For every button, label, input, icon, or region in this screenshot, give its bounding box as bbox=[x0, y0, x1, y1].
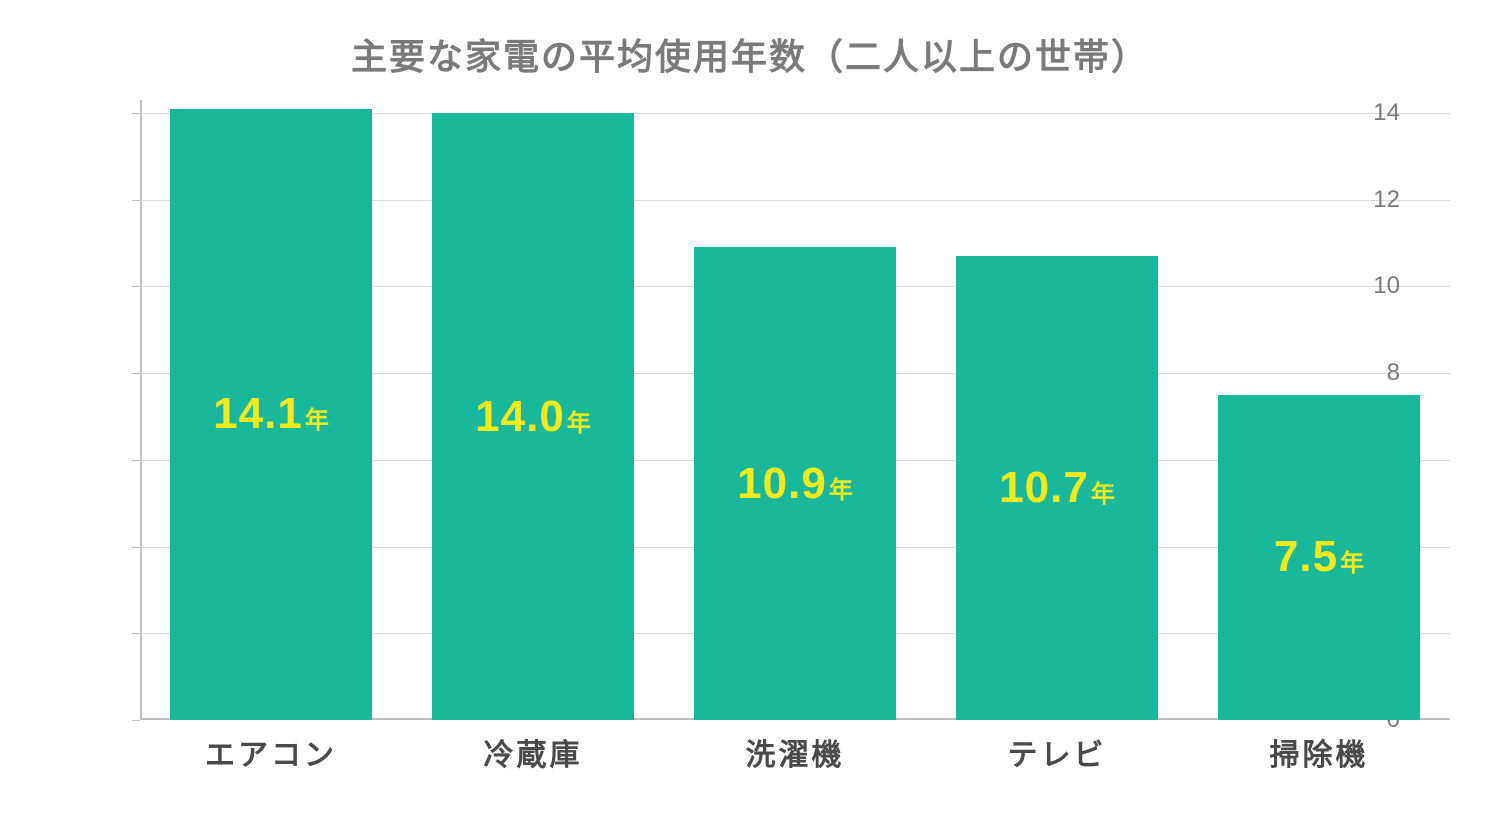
x-tick-label: テレビ bbox=[926, 730, 1188, 774]
bar-value-number: 14.1 bbox=[213, 389, 303, 439]
y-tick-mark bbox=[132, 460, 140, 461]
bar: 7.5年 bbox=[1218, 395, 1420, 720]
bar-slot: 10.7年 bbox=[926, 100, 1188, 720]
y-tick-mark bbox=[132, 286, 140, 287]
bar: 10.7年 bbox=[956, 256, 1158, 720]
bar: 14.0年 bbox=[432, 113, 634, 720]
chart-title: 主要な家電の平均使用年数（二人以上の世帯） bbox=[0, 28, 1500, 80]
x-axis: エアコン冷蔵庫洗濯機テレビ掃除機 bbox=[140, 730, 1450, 774]
x-tick-label: 掃除機 bbox=[1188, 730, 1450, 774]
bar-value-label: 7.5年 bbox=[1274, 532, 1364, 582]
bar-value-number: 10.9 bbox=[737, 459, 827, 509]
y-tick-mark bbox=[132, 547, 140, 548]
x-tick-label: 冷蔵庫 bbox=[402, 730, 664, 774]
bar-value-unit: 年 bbox=[567, 403, 591, 438]
bar-value-label: 14.1年 bbox=[213, 389, 329, 439]
x-tick-label: 洗濯機 bbox=[664, 730, 926, 774]
plot-area: 02468101214 14.1年14.0年10.9年10.7年7.5年 bbox=[140, 100, 1450, 720]
bar-value-unit: 年 bbox=[1091, 474, 1115, 509]
y-tick-mark bbox=[132, 113, 140, 114]
bar-value-number: 14.0 bbox=[475, 392, 565, 442]
bar-value-unit: 年 bbox=[1340, 543, 1364, 578]
y-tick-mark bbox=[132, 200, 140, 201]
y-tick-mark bbox=[132, 373, 140, 374]
x-tick-label: エアコン bbox=[140, 730, 402, 774]
bar-value-number: 7.5 bbox=[1274, 532, 1338, 582]
y-tick-mark bbox=[132, 720, 140, 721]
bar-value-label: 14.0年 bbox=[475, 392, 591, 442]
bar-value-number: 10.7 bbox=[999, 463, 1089, 513]
bar-slot: 7.5年 bbox=[1188, 100, 1450, 720]
bar-chart: 主要な家電の平均使用年数（二人以上の世帯） 02468101214 14.1年1… bbox=[0, 0, 1500, 814]
bar-value-unit: 年 bbox=[305, 400, 329, 435]
bar-value-label: 10.9年 bbox=[737, 459, 853, 509]
bar-slot: 14.0年 bbox=[402, 100, 664, 720]
bar-slot: 14.1年 bbox=[140, 100, 402, 720]
bars-container: 14.1年14.0年10.9年10.7年7.5年 bbox=[140, 100, 1450, 720]
bar: 14.1年 bbox=[170, 109, 372, 720]
y-tick-mark bbox=[132, 633, 140, 634]
bar-slot: 10.9年 bbox=[664, 100, 926, 720]
bar: 10.9年 bbox=[694, 247, 896, 720]
bar-value-label: 10.7年 bbox=[999, 463, 1115, 513]
bar-value-unit: 年 bbox=[829, 470, 853, 505]
